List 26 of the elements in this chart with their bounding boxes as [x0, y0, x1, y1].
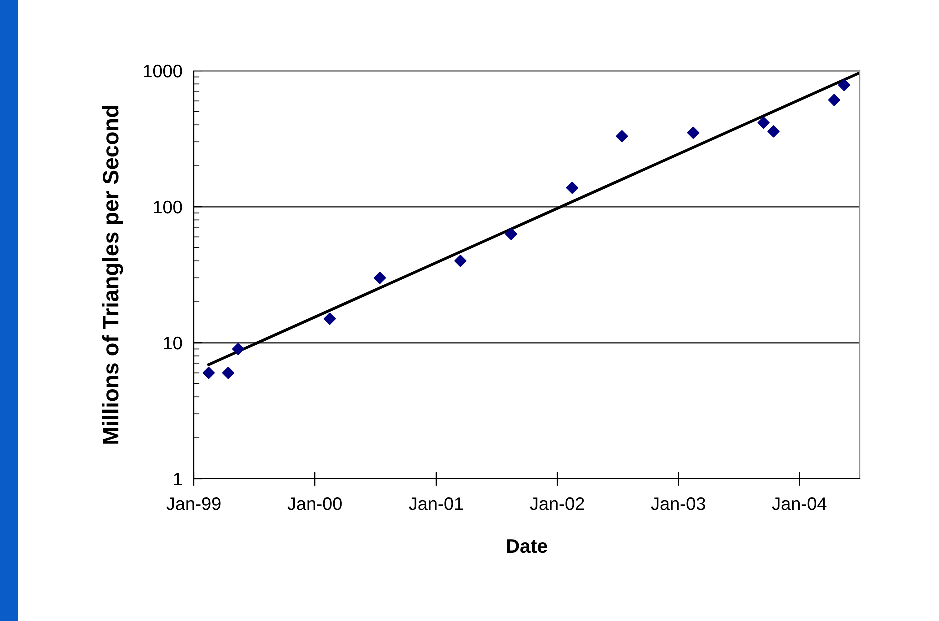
y-tick-label: 100 — [154, 200, 182, 214]
y-axis-title: Millions of Triangles per Second — [102, 106, 124, 444]
y-tick-label: 10 — [164, 336, 182, 350]
point — [768, 126, 780, 138]
x-tick-label: Jan-01 — [409, 498, 464, 510]
x-tick-label: Jan-04 — [772, 498, 827, 510]
y-tick-label: 1 — [174, 473, 182, 486]
x-tick-label: Jan-99 — [166, 498, 221, 510]
x-tick-label: Jan-03 — [651, 498, 706, 510]
point — [232, 343, 245, 356]
point — [454, 255, 467, 268]
point — [374, 272, 386, 284]
point — [687, 126, 700, 140]
point — [566, 182, 579, 194]
point — [758, 116, 770, 130]
x-axis-title: Date — [507, 540, 548, 554]
point — [828, 94, 841, 106]
point — [202, 367, 215, 380]
point — [838, 79, 850, 92]
x-tick-label: Jan-00 — [288, 498, 342, 510]
point — [222, 367, 235, 380]
y-tick-label: 1000 — [144, 64, 182, 78]
x-tick-label: Jan-02 — [530, 498, 584, 510]
point — [616, 130, 628, 143]
point — [505, 228, 518, 240]
point — [324, 312, 336, 326]
